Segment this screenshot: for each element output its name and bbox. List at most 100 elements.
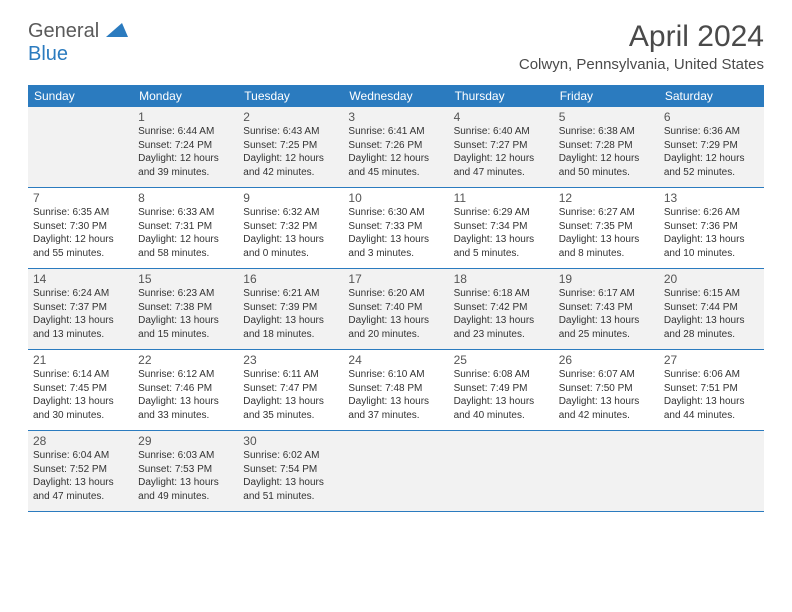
empty-day-cell [554,431,659,511]
day-number: 7 [33,191,128,205]
sunset-line: Sunset: 7:51 PM [664,382,759,396]
day-cell: 14Sunrise: 6:24 AMSunset: 7:37 PMDayligh… [28,269,133,349]
daylight-line: Daylight: 13 hours and 15 minutes. [138,314,233,341]
sunset-line: Sunset: 7:36 PM [664,220,759,234]
day-number: 15 [138,272,233,286]
sunrise-line: Sunrise: 6:23 AM [138,287,233,301]
day-number: 12 [559,191,654,205]
sunset-line: Sunset: 7:44 PM [664,301,759,315]
sunrise-line: Sunrise: 6:24 AM [33,287,128,301]
day-cell: 2Sunrise: 6:43 AMSunset: 7:25 PMDaylight… [238,107,343,187]
daylight-line: Daylight: 12 hours and 42 minutes. [243,152,338,179]
daylight-line: Daylight: 13 hours and 0 minutes. [243,233,338,260]
sunrise-line: Sunrise: 6:30 AM [348,206,443,220]
sunset-line: Sunset: 7:46 PM [138,382,233,396]
sunrise-line: Sunrise: 6:21 AM [243,287,338,301]
day-cell: 4Sunrise: 6:40 AMSunset: 7:27 PMDaylight… [449,107,554,187]
sunset-line: Sunset: 7:50 PM [559,382,654,396]
day-number: 13 [664,191,759,205]
week-row: 1Sunrise: 6:44 AMSunset: 7:24 PMDaylight… [28,107,764,188]
day-cell: 15Sunrise: 6:23 AMSunset: 7:38 PMDayligh… [133,269,238,349]
sunrise-line: Sunrise: 6:35 AM [33,206,128,220]
daylight-line: Daylight: 13 hours and 37 minutes. [348,395,443,422]
sunset-line: Sunset: 7:53 PM [138,463,233,477]
weekday-header: Thursday [449,85,554,107]
day-number: 27 [664,353,759,367]
day-cell: 24Sunrise: 6:10 AMSunset: 7:48 PMDayligh… [343,350,448,430]
daylight-line: Daylight: 12 hours and 55 minutes. [33,233,128,260]
sunrise-line: Sunrise: 6:18 AM [454,287,549,301]
sunset-line: Sunset: 7:24 PM [138,139,233,153]
sunrise-line: Sunrise: 6:33 AM [138,206,233,220]
location-text: Colwyn, Pennsylvania, United States [519,56,764,73]
day-number: 26 [559,353,654,367]
day-cell: 20Sunrise: 6:15 AMSunset: 7:44 PMDayligh… [659,269,764,349]
sunset-line: Sunset: 7:39 PM [243,301,338,315]
day-number: 5 [559,110,654,124]
sunset-line: Sunset: 7:45 PM [33,382,128,396]
day-number: 28 [33,434,128,448]
sunrise-line: Sunrise: 6:10 AM [348,368,443,382]
day-number: 10 [348,191,443,205]
sunset-line: Sunset: 7:47 PM [243,382,338,396]
calendar: SundayMondayTuesdayWednesdayThursdayFrid… [28,85,764,512]
logo-text-general: General [28,20,99,42]
weekday-header: Wednesday [343,85,448,107]
sunrise-line: Sunrise: 6:32 AM [243,206,338,220]
day-cell: 13Sunrise: 6:26 AMSunset: 7:36 PMDayligh… [659,188,764,268]
sunset-line: Sunset: 7:29 PM [664,139,759,153]
sunset-line: Sunset: 7:30 PM [33,220,128,234]
weekday-header: Tuesday [238,85,343,107]
daylight-line: Daylight: 13 hours and 5 minutes. [454,233,549,260]
day-number: 29 [138,434,233,448]
day-cell: 5Sunrise: 6:38 AMSunset: 7:28 PMDaylight… [554,107,659,187]
daylight-line: Daylight: 13 hours and 23 minutes. [454,314,549,341]
day-cell: 23Sunrise: 6:11 AMSunset: 7:47 PMDayligh… [238,350,343,430]
sunrise-line: Sunrise: 6:06 AM [664,368,759,382]
daylight-line: Daylight: 13 hours and 33 minutes. [138,395,233,422]
day-cell: 17Sunrise: 6:20 AMSunset: 7:40 PMDayligh… [343,269,448,349]
sunset-line: Sunset: 7:34 PM [454,220,549,234]
day-cell: 30Sunrise: 6:02 AMSunset: 7:54 PMDayligh… [238,431,343,511]
weekday-header: Friday [554,85,659,107]
day-number: 17 [348,272,443,286]
day-cell: 1Sunrise: 6:44 AMSunset: 7:24 PMDaylight… [133,107,238,187]
sunset-line: Sunset: 7:38 PM [138,301,233,315]
day-cell: 28Sunrise: 6:04 AMSunset: 7:52 PMDayligh… [28,431,133,511]
header: General Blue April 2024 Colwyn, Pennsylv… [28,20,764,73]
day-number: 6 [664,110,759,124]
sunset-line: Sunset: 7:27 PM [454,139,549,153]
sunrise-line: Sunrise: 6:12 AM [138,368,233,382]
sunrise-line: Sunrise: 6:07 AM [559,368,654,382]
daylight-line: Daylight: 13 hours and 13 minutes. [33,314,128,341]
sunset-line: Sunset: 7:25 PM [243,139,338,153]
week-row: 7Sunrise: 6:35 AMSunset: 7:30 PMDaylight… [28,188,764,269]
daylight-line: Daylight: 13 hours and 47 minutes. [33,476,128,503]
empty-day-cell [343,431,448,511]
daylight-line: Daylight: 13 hours and 28 minutes. [664,314,759,341]
daylight-line: Daylight: 13 hours and 51 minutes. [243,476,338,503]
day-number: 11 [454,191,549,205]
day-number: 18 [454,272,549,286]
day-number: 20 [664,272,759,286]
sunrise-line: Sunrise: 6:26 AM [664,206,759,220]
sunrise-line: Sunrise: 6:02 AM [243,449,338,463]
week-row: 21Sunrise: 6:14 AMSunset: 7:45 PMDayligh… [28,350,764,431]
daylight-line: Daylight: 13 hours and 44 minutes. [664,395,759,422]
day-cell: 11Sunrise: 6:29 AMSunset: 7:34 PMDayligh… [449,188,554,268]
daylight-line: Daylight: 13 hours and 30 minutes. [33,395,128,422]
logo-triangle-icon [106,23,128,42]
day-cell: 26Sunrise: 6:07 AMSunset: 7:50 PMDayligh… [554,350,659,430]
sunrise-line: Sunrise: 6:43 AM [243,125,338,139]
sunset-line: Sunset: 7:31 PM [138,220,233,234]
day-number: 21 [33,353,128,367]
day-cell: 19Sunrise: 6:17 AMSunset: 7:43 PMDayligh… [554,269,659,349]
sunset-line: Sunset: 7:42 PM [454,301,549,315]
sunrise-line: Sunrise: 6:08 AM [454,368,549,382]
sunrise-line: Sunrise: 6:15 AM [664,287,759,301]
logo: General Blue [28,20,128,66]
day-number: 4 [454,110,549,124]
day-cell: 29Sunrise: 6:03 AMSunset: 7:53 PMDayligh… [133,431,238,511]
day-number: 25 [454,353,549,367]
week-row: 14Sunrise: 6:24 AMSunset: 7:37 PMDayligh… [28,269,764,350]
